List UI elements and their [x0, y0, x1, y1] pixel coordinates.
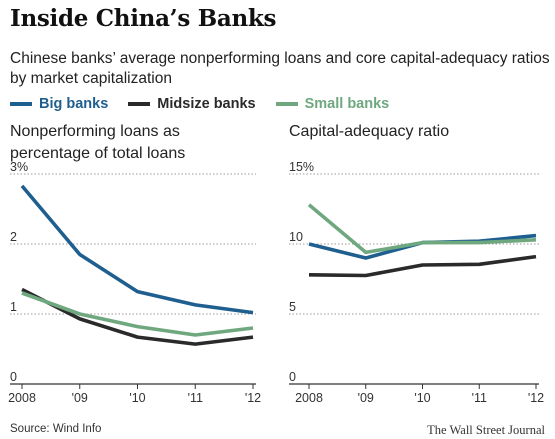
- panel-title-npl: Nonperforming loans as percentage of tot…: [10, 123, 186, 162]
- chart-subtitle: Chinese banks’ average nonperforming loa…: [10, 50, 550, 87]
- xtick-label-npl-4: '12: [245, 391, 261, 405]
- series-line-car-big-banks: [308, 233, 537, 260]
- legend-item-big-banks: Big banks: [10, 96, 108, 112]
- legend-swatch-big-banks: [10, 102, 32, 106]
- series-line-npl-midsize-banks: [21, 287, 254, 346]
- ytick-label-car-1: 5: [289, 300, 296, 314]
- legend-item-midsize-banks: Midsize banks: [128, 96, 256, 112]
- ytick-label-npl-1: 1: [10, 300, 17, 314]
- legend-label-big-banks: Big banks: [39, 96, 109, 112]
- xtick-label-car-1: '09: [358, 391, 374, 405]
- legend-label-small-banks: Small banks: [304, 96, 390, 112]
- xtick-label-car-4: '12: [528, 391, 544, 405]
- ytick-label-car-0: 0: [289, 370, 296, 384]
- legend-item-small-banks: Small banks: [275, 96, 390, 112]
- legend-swatch-small-banks: [275, 102, 298, 106]
- ytick-label-npl-0: 0: [10, 370, 17, 384]
- legend: Big banks Midsize banks Small banks: [10, 96, 409, 112]
- xtick-label-npl-3: '11: [188, 391, 203, 405]
- xtick-label-npl-0: 2008: [8, 391, 36, 405]
- series-line-car-midsize-banks: [308, 254, 537, 278]
- xtick-label-npl-1: '09: [72, 391, 88, 405]
- ytick-label-car-2: 10: [289, 230, 303, 244]
- xtick-label-car-3: '11: [472, 391, 487, 405]
- ytick-label-car-3: 15%: [289, 160, 314, 174]
- ytick-label-npl-3: 3%: [10, 160, 28, 174]
- ytick-label-npl-2: 2: [10, 230, 17, 244]
- source-note: Source: Wind Info: [10, 423, 102, 435]
- legend-label-midsize-banks: Midsize banks: [157, 96, 256, 112]
- legend-swatch-midsize-banks: [128, 102, 151, 106]
- xtick-label-car-0: 2008: [295, 391, 323, 405]
- series-line-npl-small-banks: [21, 291, 254, 337]
- xtick-label-npl-2: '10: [129, 391, 145, 405]
- series-line-car-small-banks: [307, 203, 537, 255]
- xtick-label-car-2: '10: [414, 391, 430, 405]
- panel-title-car: Capital-adequacy ratio: [289, 123, 450, 140]
- credit-note: The Wall Street Journal: [427, 423, 545, 437]
- chart-title: Inside China’s Banks: [10, 5, 277, 32]
- series-line-npl-big-banks: [20, 184, 254, 315]
